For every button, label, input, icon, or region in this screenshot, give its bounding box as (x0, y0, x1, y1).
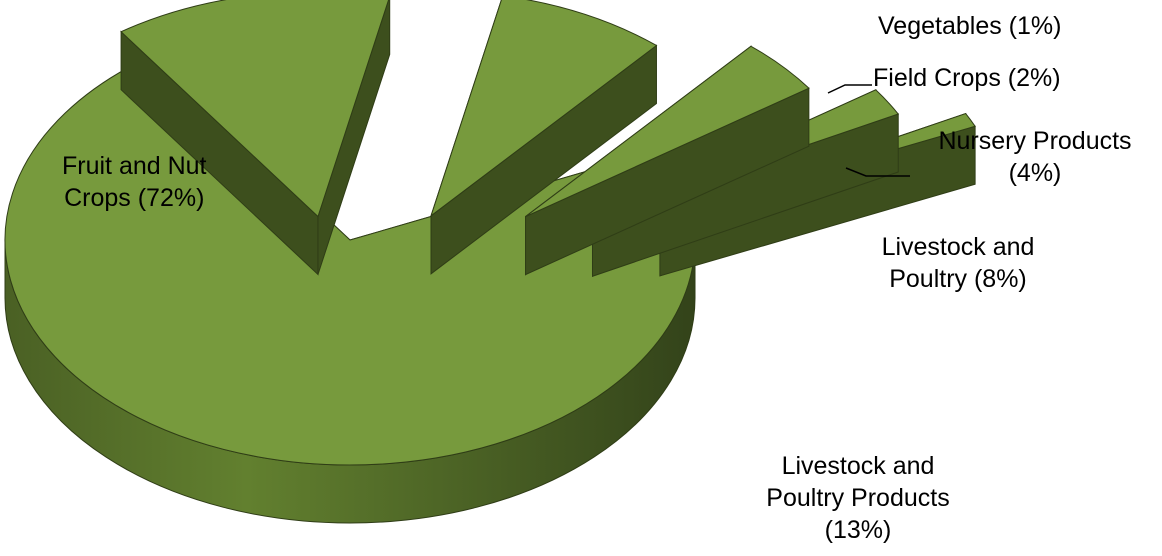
pie-slice-livestock-and-poultry (430, 0, 658, 275)
label-livestock-and-poultry-products: Livestock and Poultry Products (13%) (728, 450, 988, 546)
label-livestock-and-poultry: Livestock and Poultry (8%) (858, 231, 1058, 295)
label-fruit-and-nut-crops: Fruit and Nut Crops (72%) (62, 150, 207, 214)
slice-top-face (525, 45, 810, 218)
leader-line-nursery-products (845, 167, 910, 177)
label-line: Livestock and (781, 452, 935, 480)
label-line: Fruit and Nut (62, 152, 207, 180)
label-line: Crops (72%) (64, 184, 205, 212)
label-line: Nursery Products (938, 127, 1132, 155)
label-line: (4%) (1008, 159, 1062, 187)
label-line: Vegetables (1%) (878, 12, 1062, 40)
leader-lines (827, 84, 910, 177)
leader-line-field-crops (827, 84, 872, 94)
label-line: Poultry (8%) (889, 265, 1027, 293)
pie-slice-livestock-and-poultry-products (120, 0, 391, 276)
pie-slice-nursery-products (525, 45, 810, 276)
label-line: Poultry Products (766, 484, 950, 512)
slice-top-face (430, 0, 658, 218)
slice-top-face (4, 54, 696, 466)
slice-top-face (120, 0, 390, 218)
label-field-crops: Field Crops (2%) (873, 62, 1061, 94)
label-nursery-products: Nursery Products (4%) (912, 125, 1158, 189)
label-line: Field Crops (2%) (873, 64, 1061, 92)
label-line: (13%) (824, 516, 892, 544)
label-vegetables: Vegetables (1%) (878, 10, 1061, 42)
slices-layer (4, 0, 976, 524)
label-line: Livestock and (881, 233, 1035, 261)
